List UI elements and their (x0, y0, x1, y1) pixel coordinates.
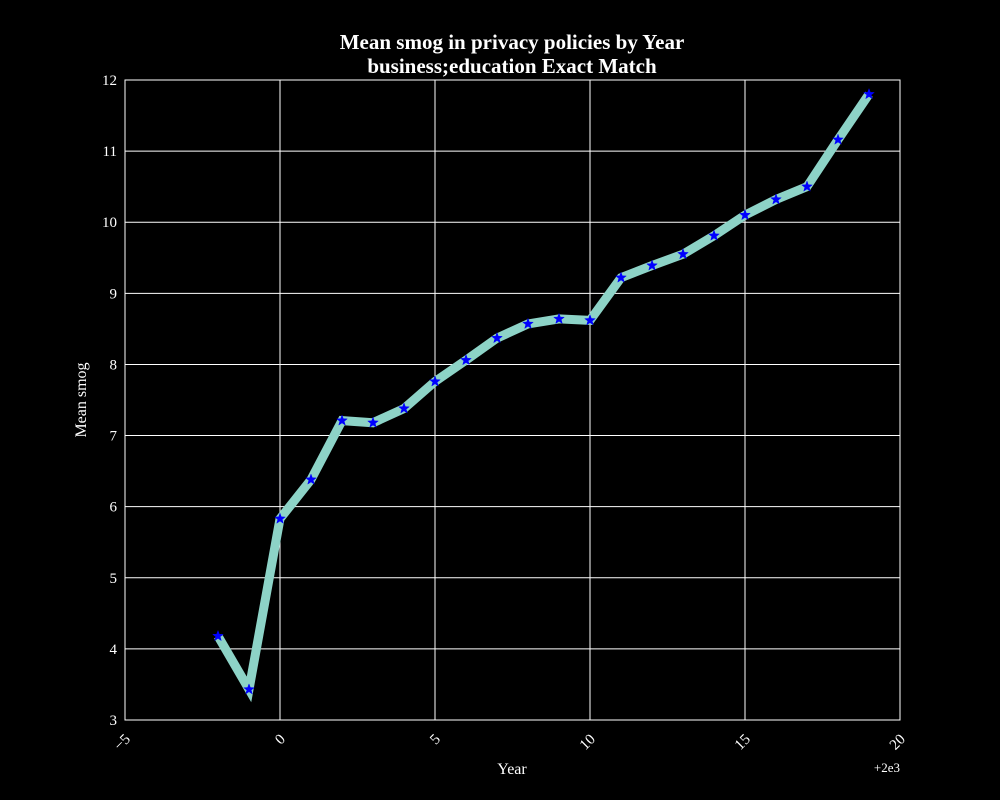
x-tick-label: 10 (577, 732, 599, 754)
y-tick-label: 8 (110, 357, 118, 373)
x-tick-label: −5 (111, 732, 134, 755)
y-tick-label: 11 (103, 144, 117, 160)
y-tick-label: 12 (102, 73, 117, 89)
data-point-marker (832, 133, 844, 145)
data-point-marker (367, 416, 379, 428)
chart-subtitle: business;education Exact Match (367, 54, 657, 78)
x-tick-label: 15 (732, 732, 754, 754)
data-point-marker (305, 473, 317, 485)
y-tick-label: 7 (110, 429, 118, 445)
data-point-marker (646, 259, 658, 271)
chart-title: Mean smog in privacy policies by Year (340, 30, 685, 54)
data-point-marker (863, 88, 875, 100)
x-axis-label: Year (497, 761, 527, 778)
data-point-marker (739, 208, 751, 221)
x-tick-label: 20 (887, 732, 909, 754)
y-tick-label: 5 (110, 571, 118, 587)
data-point-marker (553, 312, 565, 324)
data-point-marker (429, 375, 441, 387)
x-tick-label: 5 (427, 732, 444, 749)
y-tick-label: 3 (110, 713, 118, 729)
data-point-marker (212, 629, 224, 642)
data-point-marker (336, 414, 348, 426)
data-point-marker (584, 314, 596, 326)
y-tick-label: 4 (110, 642, 118, 658)
y-tick-label: 6 (110, 500, 118, 516)
y-tick-label: 9 (110, 286, 118, 302)
data-point-marker (801, 180, 813, 192)
data-point-marker (677, 248, 689, 260)
data-series (212, 88, 875, 703)
data-point-marker (274, 512, 286, 524)
data-point-marker (770, 193, 782, 205)
data-point-marker (615, 271, 627, 283)
x-axis-offset-label: +2e3 (874, 760, 900, 775)
y-axis-label: Mean smog (73, 362, 90, 437)
data-point-marker (708, 229, 720, 241)
data-point-marker (522, 317, 534, 329)
data-point-marker (243, 683, 255, 695)
data-point-marker (460, 353, 472, 366)
plot-frame (124, 79, 901, 721)
grid-lines (124, 79, 901, 721)
series-line (214, 91, 873, 703)
data-point-marker (398, 402, 410, 414)
data-point-marker (491, 331, 503, 344)
x-tick-label: 0 (272, 732, 289, 749)
y-tick-label: 10 (102, 215, 117, 231)
